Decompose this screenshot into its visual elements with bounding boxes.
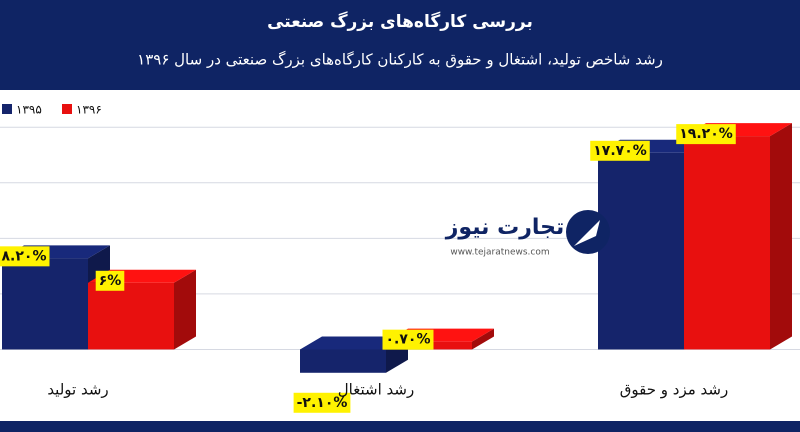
bar xyxy=(684,136,770,350)
bar xyxy=(88,282,174,350)
value-label-box xyxy=(0,246,50,267)
value-label: -۲.۱۰% xyxy=(297,395,348,411)
value-label-box xyxy=(676,124,736,145)
bar-side xyxy=(174,269,196,350)
value-label: ۶% xyxy=(99,273,122,289)
bar xyxy=(300,349,386,373)
bar xyxy=(2,258,88,350)
value-label-box xyxy=(95,270,125,291)
bars: ۸.۲۰% ۶% -۲.۱۰% ۰.۷۰% ۱۷.۷۰% ۱۹.۲۰% xyxy=(0,123,792,413)
x-tick-label: رشد اشتغال xyxy=(338,381,414,399)
value-label-box xyxy=(382,329,434,350)
value-label: ۱۷.۷۰% xyxy=(593,143,647,159)
chart-title: بررسی کارگاه‌های بزرگ صنعتی xyxy=(267,11,533,32)
legend-swatch xyxy=(2,104,12,114)
bar-side xyxy=(770,123,792,350)
header-band xyxy=(0,0,800,90)
value-label: ۱۹.۲۰% xyxy=(679,126,733,142)
value-label-box xyxy=(590,140,650,161)
legend-swatch xyxy=(62,104,72,114)
value-label: ۸.۲۰% xyxy=(2,248,47,264)
legend: ۱۳۹۵ ۱۳۹۶ xyxy=(2,103,102,117)
value-label-box xyxy=(293,392,351,413)
watermark-name: تجارت نیوز xyxy=(445,215,565,240)
bar xyxy=(598,152,684,350)
bar-side xyxy=(472,328,494,350)
value-label: ۰.۷۰% xyxy=(386,332,431,348)
bar-top xyxy=(300,336,408,350)
footer-band xyxy=(0,421,800,432)
logo-mark xyxy=(574,220,600,246)
x-tick-label: رشد مزد و حقوق xyxy=(620,381,728,399)
legend-label: ۱۳۹۶ xyxy=(76,103,102,117)
legend-label: ۱۳۹۵ xyxy=(16,103,42,117)
chart-subtitle: رشد شاخص تولید، اشتغال و حقوق به کارکنان… xyxy=(137,51,663,69)
watermark-url: www.tejaratnews.com xyxy=(450,248,549,258)
x-tick-label: رشد تولید xyxy=(47,381,108,399)
